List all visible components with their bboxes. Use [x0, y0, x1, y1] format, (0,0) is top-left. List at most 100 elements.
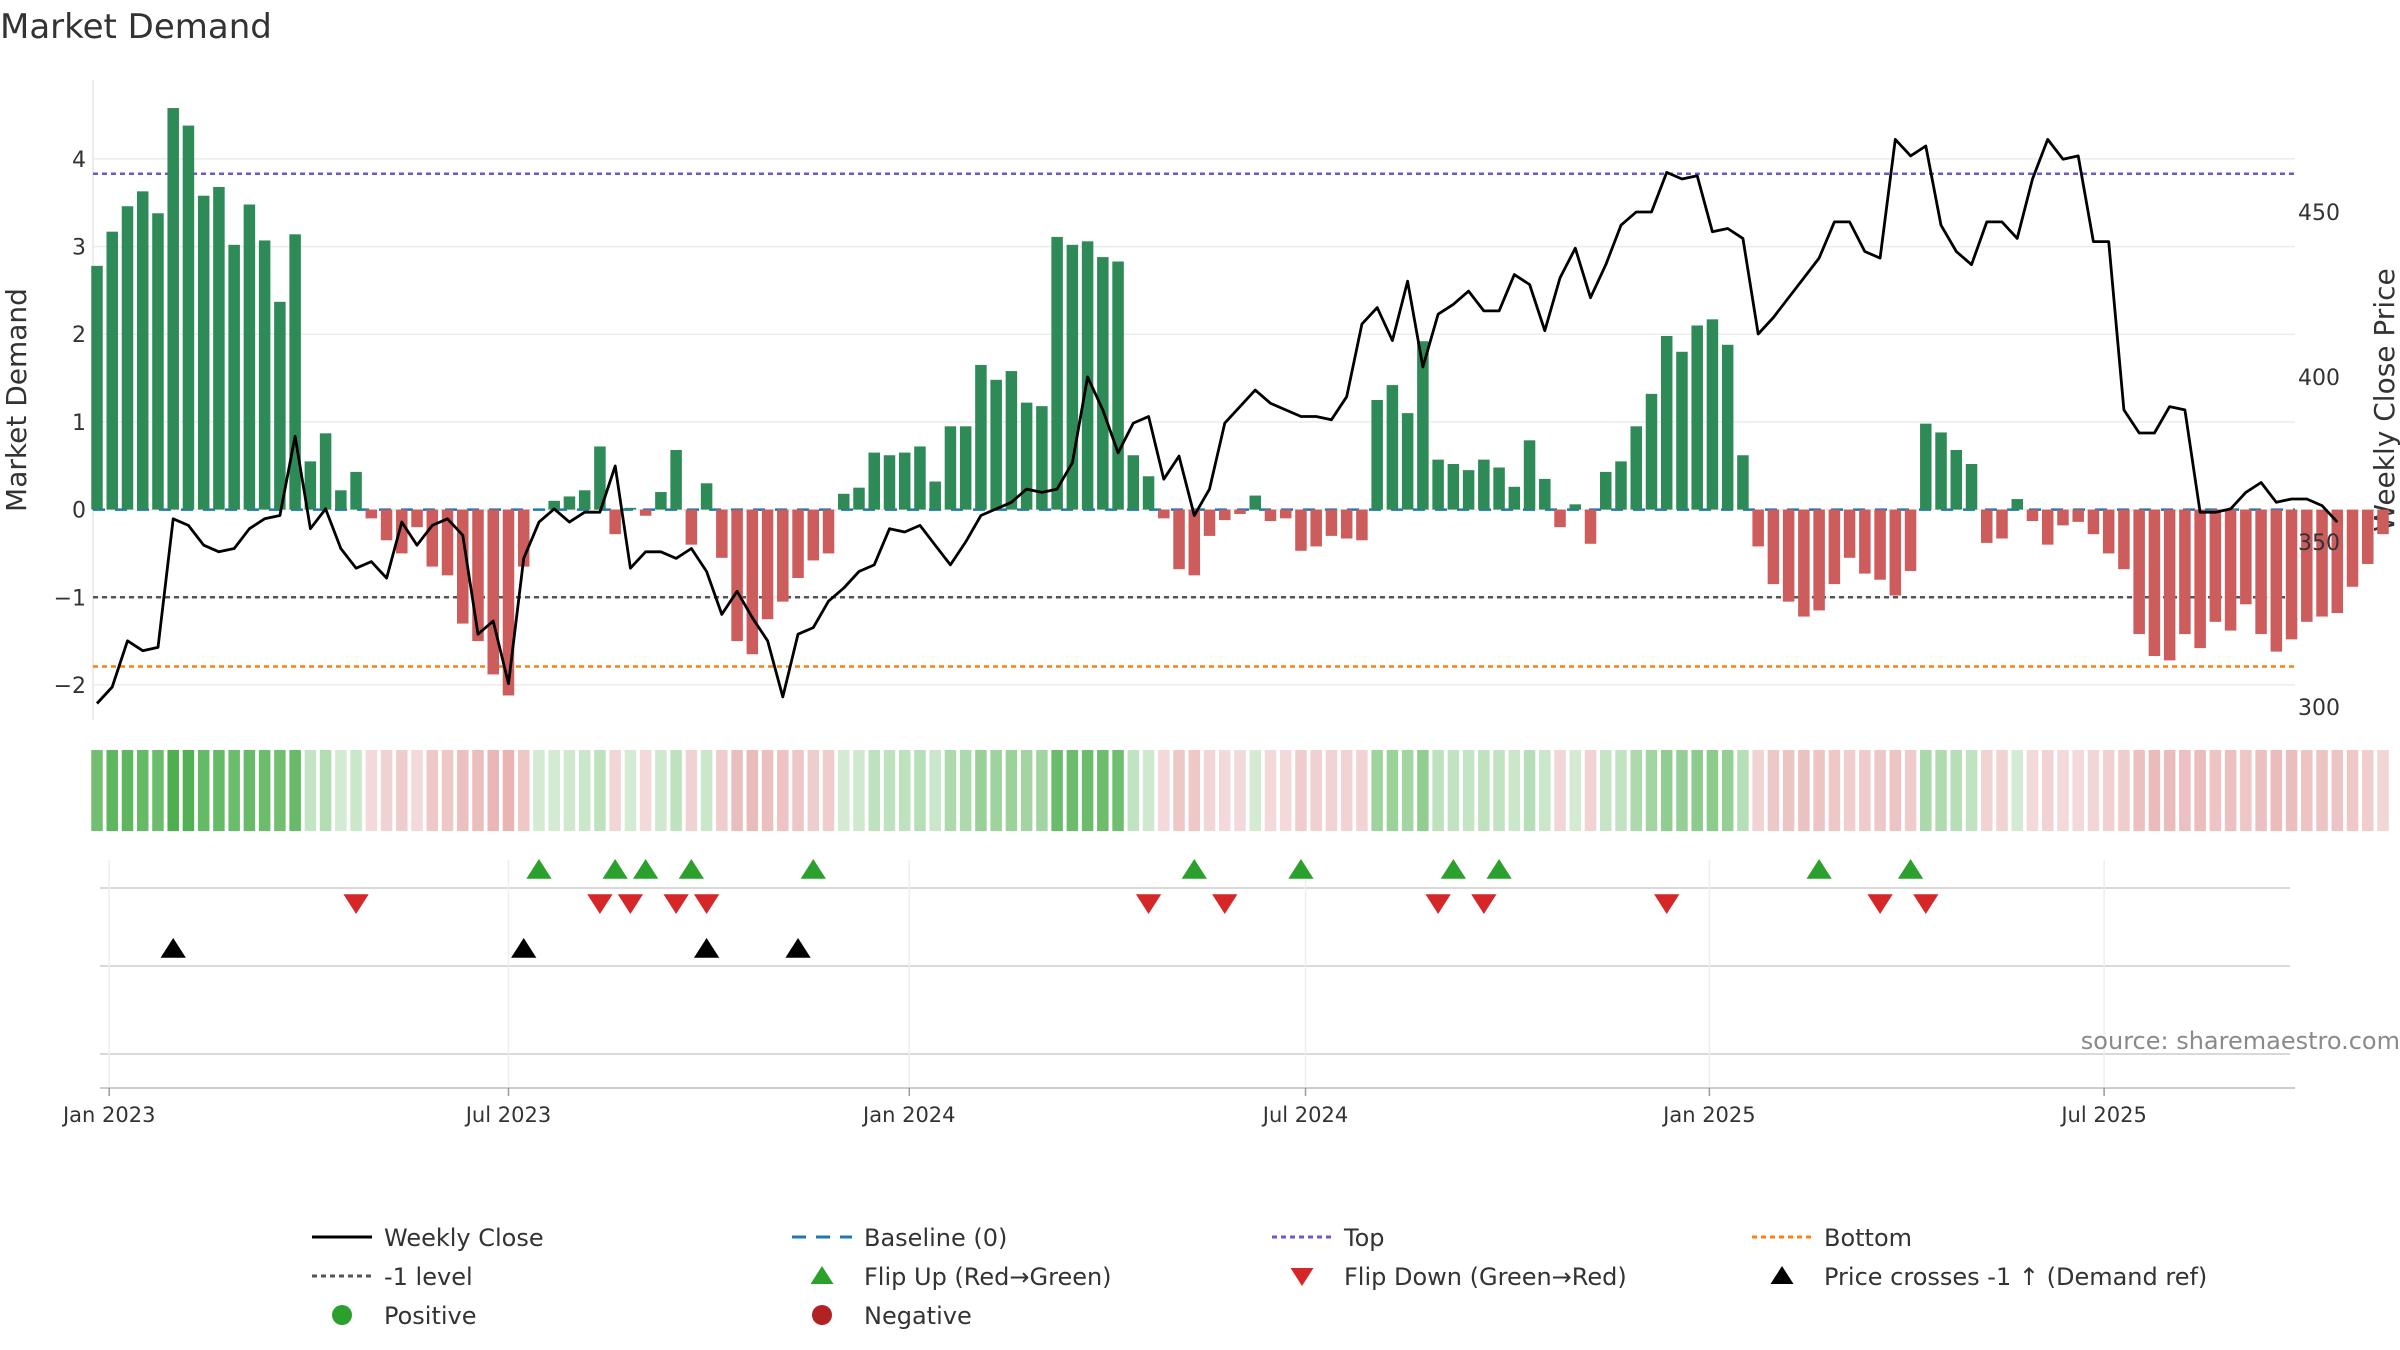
heat-strip-cell [1981, 750, 1993, 831]
demand-bar [182, 125, 195, 510]
heat-strip-cell [1843, 750, 1856, 831]
demand-bar [1401, 413, 1414, 510]
demand-bar [2224, 509, 2237, 631]
demand-bar [1188, 509, 1201, 576]
heat-strip-cell [365, 750, 378, 831]
legend-swatch [810, 1266, 834, 1284]
demand-bar [1173, 509, 1185, 570]
heat-strip-cell [1782, 750, 1795, 831]
weekly-close-line [95, 137, 2339, 705]
demand-bar [1737, 455, 1749, 510]
heat-strip-cell [1676, 750, 1688, 831]
demand-bar [1158, 509, 1170, 519]
legend-label: Bottom [1824, 1224, 1912, 1252]
x-tick-label: Jan 2024 [861, 1103, 956, 1127]
demand-bar [1127, 455, 1140, 510]
heat-strip-cell [2255, 750, 2267, 831]
demand-bar [853, 487, 865, 510]
demand-bar [1447, 464, 1460, 510]
right-tick-label: 450 [2298, 201, 2340, 226]
legend-item: -1 level [312, 1263, 473, 1291]
demand-bar [289, 234, 301, 510]
heat-strip-cell [2057, 750, 2069, 831]
heat-strip-cell [716, 750, 728, 831]
heat-strip-cell [578, 750, 591, 831]
demand-bar [258, 240, 271, 510]
heat-strip-cell [1219, 750, 1231, 831]
legend-label: Positive [384, 1302, 477, 1330]
legend-label: Negative [864, 1302, 972, 1330]
left-tick-label: 3 [72, 236, 86, 261]
heat-strip-cell [746, 750, 759, 831]
demand-bar [1843, 509, 1856, 558]
heat-strip-cell [1523, 750, 1536, 831]
price-cross-marker [511, 938, 537, 958]
demand-bar [2285, 509, 2298, 640]
heat-strip-cell [197, 750, 210, 831]
demand-bar [2209, 509, 2222, 622]
demand-bar [594, 446, 606, 510]
heat-strip-cell [1432, 750, 1444, 831]
demand-bar [2072, 509, 2084, 522]
heat-strip-cell [1005, 750, 1018, 831]
demand-bar [2316, 509, 2328, 617]
flip-down-marker [663, 894, 689, 914]
heat-strip-cell [1889, 750, 1902, 831]
demand-bar [2362, 509, 2374, 564]
demand-bar [1828, 509, 1841, 585]
demand-bar [1432, 459, 1444, 510]
demand-bar [396, 509, 408, 554]
heat-strip-cell [792, 750, 804, 831]
heat-strip-cell [2362, 750, 2374, 831]
heat-strip-cell [243, 750, 256, 831]
heat-strip-cell [1950, 750, 1963, 831]
heat-strip-cell [1569, 750, 1582, 831]
flip-down-marker [1212, 894, 1238, 914]
demand-bar [167, 108, 179, 510]
legend-label: Baseline (0) [864, 1224, 1007, 1252]
heat-strip-cell [883, 750, 896, 831]
demand-bar [1600, 471, 1612, 510]
demand-bar [106, 231, 118, 510]
demand-bar [1005, 371, 1018, 510]
heat-strip-cell [1234, 750, 1246, 831]
flip-up-marker [800, 859, 826, 879]
demand-bar [1584, 509, 1597, 544]
x-axis-ticks: Jan 2023 Jul 2023 Jan 2024 Jul 2024 Jan 2025… [61, 1087, 2295, 1127]
heat-strip-cell [777, 750, 789, 831]
heat-strip-cell [1706, 750, 1719, 831]
heat-strip-cell [609, 750, 621, 831]
heat-strip-cell [822, 750, 835, 831]
heat-strip-cell [1935, 750, 1947, 831]
demand-bar [1798, 509, 1810, 617]
demand-bar [1417, 341, 1429, 510]
heat-strip-cell [1188, 750, 1201, 831]
demand-bar [1295, 509, 1307, 551]
demand-bar [213, 186, 225, 510]
demand-bar [1752, 509, 1764, 547]
heat-strip-cell [1325, 750, 1338, 831]
demand-bar [2255, 509, 2267, 635]
demand-bar [1630, 426, 1642, 510]
demand-bar [2240, 509, 2252, 605]
heat-strip-cell [1721, 750, 1734, 831]
heat-strip-cell [838, 750, 850, 831]
demand-bar [1493, 467, 1505, 510]
heat-strip-cell [655, 750, 667, 831]
demand-bar [228, 244, 240, 510]
left-axis-ticks: −2 −1 0 1 2 3 4 [54, 148, 86, 699]
heat-strip-cell [426, 750, 439, 831]
demand-bar [822, 509, 835, 554]
demand-bar [1142, 476, 1155, 510]
heat-strip-cell [2102, 750, 2115, 831]
demand-bar [274, 301, 286, 510]
heat-strip-cell [182, 750, 195, 831]
flip-up-marker [1288, 859, 1314, 879]
demand-bar [1081, 241, 1094, 510]
demand-bar [2011, 499, 2023, 510]
demand-bar [1340, 509, 1353, 539]
heat-strip-cell [457, 750, 469, 831]
legend-swatch [812, 1305, 832, 1325]
right-tick-label: 300 [2298, 696, 2340, 721]
heat-strip-cell [2163, 750, 2176, 831]
